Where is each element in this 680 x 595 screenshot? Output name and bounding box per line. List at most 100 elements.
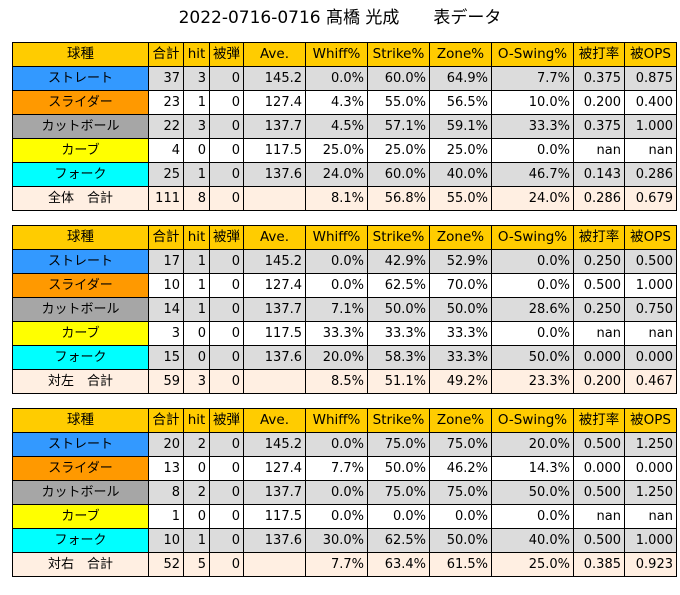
data-cell: 0.0% [305,249,368,274]
data-cell: 25 [148,162,184,187]
data-cell: 25.0% [491,552,574,577]
data-cell: 0.0% [429,504,492,529]
data-cell: 33.3% [429,321,492,346]
data-cell: 0.375 [573,114,625,139]
data-cell: 0.400 [624,90,677,115]
header-cell: 被弾 [209,408,244,433]
data-cell: 0 [209,528,244,553]
data-cell: 117.5 [243,504,306,529]
table-header-row: 球種 合計 hit 被弾 Ave. Whiff% Strike% Zone% O… [12,408,677,433]
table-row: カットボール 14 1 0 137.7 7.1% 50.0% 50.0% 28.… [12,297,677,322]
header-cell: Zone% [429,42,492,67]
data-cell: 0 [209,552,244,577]
data-cell: 50.0% [367,297,430,322]
data-cell: 111 [148,186,184,211]
data-cell: 0.923 [624,552,677,577]
header-cell: 被打率 [573,42,625,67]
table-row: カーブ 4 0 0 117.5 25.0% 25.0% 25.0% 0.0% n… [12,138,677,163]
table-row: カーブ 3 0 0 117.5 33.3% 33.3% 33.3% 0.0% n… [12,321,677,346]
data-cell: 0.875 [624,66,677,91]
data-cell: 50.0% [429,528,492,553]
data-cell [243,369,306,394]
pitch-type-cell: ストレート [12,66,149,91]
total-label: 全体 合計 [12,186,149,211]
data-cell: 30.0% [305,528,368,553]
header-cell: Ave. [243,225,306,250]
data-cell: nan [624,321,677,346]
data-cell: nan [624,504,677,529]
header-cell: 球種 [12,42,149,67]
data-cell: 0.0% [305,66,368,91]
header-cell: 被OPS [624,408,677,433]
pitch-type-cell: カットボール [12,114,149,139]
data-cell: 117.5 [243,321,306,346]
data-cell: 0 [183,138,210,163]
data-cell: 56.5% [429,90,492,115]
table-row: フォーク 25 1 0 137.6 24.0% 60.0% 40.0% 46.7… [12,162,677,187]
data-cell: 5 [183,552,210,577]
data-cell [243,552,306,577]
data-cell: 49.2% [429,369,492,394]
data-cell: 0.250 [573,297,625,322]
data-cell: 0 [209,273,244,298]
header-cell: 被弾 [209,225,244,250]
data-cell: 23 [148,90,184,115]
table-row: スライダー 10 1 0 127.4 0.0% 62.5% 70.0% 0.0%… [12,273,677,298]
data-cell: 50.0% [491,480,574,505]
data-cell: 7.7% [491,66,574,91]
data-cell: 0 [209,114,244,139]
header-cell: 被弾 [209,42,244,67]
data-cell: 0.500 [573,273,625,298]
data-cell: 75.0% [429,480,492,505]
total-label: 対右 合計 [12,552,149,577]
data-cell: 1.000 [624,528,677,553]
data-cell: 0.500 [573,528,625,553]
data-cell: 2 [183,480,210,505]
data-cell: 0 [209,345,244,370]
data-cell: 1.250 [624,480,677,505]
table-row: ストレート 17 1 0 145.2 0.0% 42.9% 52.9% 0.0%… [12,249,677,274]
data-cell: 25.0% [305,138,368,163]
header-cell: O-Swing% [491,408,574,433]
data-cell: 0.500 [573,480,625,505]
data-cell: 0.0% [305,432,368,457]
data-cell: 40.0% [429,162,492,187]
data-cell: 10 [148,528,184,553]
data-cell: 24.0% [305,162,368,187]
data-cell: 0.375 [573,66,625,91]
pitch-type-cell: ストレート [12,432,149,457]
data-cell: 37 [148,66,184,91]
data-cell: 145.2 [243,66,306,91]
data-cell: 1.000 [624,114,677,139]
data-cell: 62.5% [367,273,430,298]
data-cell: 0.000 [624,456,677,481]
data-cell: 59 [148,369,184,394]
data-cell: 33.3% [491,114,574,139]
data-cell: 28.6% [491,297,574,322]
data-cell: 0.250 [573,249,625,274]
header-cell: 球種 [12,408,149,433]
data-cell: 0 [209,480,244,505]
pitch-type-cell: カーブ [12,138,149,163]
data-cell: 1.250 [624,432,677,457]
data-cell: 63.4% [367,552,430,577]
header-cell: 合計 [148,408,184,433]
pitch-type-cell: カットボール [12,480,149,505]
data-cell: 0 [209,321,244,346]
data-cell: 127.4 [243,273,306,298]
data-cell: 0 [209,369,244,394]
data-cell: 137.6 [243,345,306,370]
data-cell: nan [624,138,677,163]
header-cell: Strike% [367,42,430,67]
data-cell: 75.0% [367,432,430,457]
data-cell: 4.3% [305,90,368,115]
data-cell: 61.5% [429,552,492,577]
data-cell: 1 [183,162,210,187]
data-cell: 50.0% [367,456,430,481]
data-cell: 0 [209,66,244,91]
header-cell: 合計 [148,225,184,250]
table-header-row: 球種 合計 hit 被弾 Ave. Whiff% Strike% Zone% O… [12,225,677,250]
data-cell: 2 [183,432,210,457]
data-cell: 0 [183,456,210,481]
table-row: スライダー 13 0 0 127.4 7.7% 50.0% 46.2% 14.3… [12,456,677,481]
